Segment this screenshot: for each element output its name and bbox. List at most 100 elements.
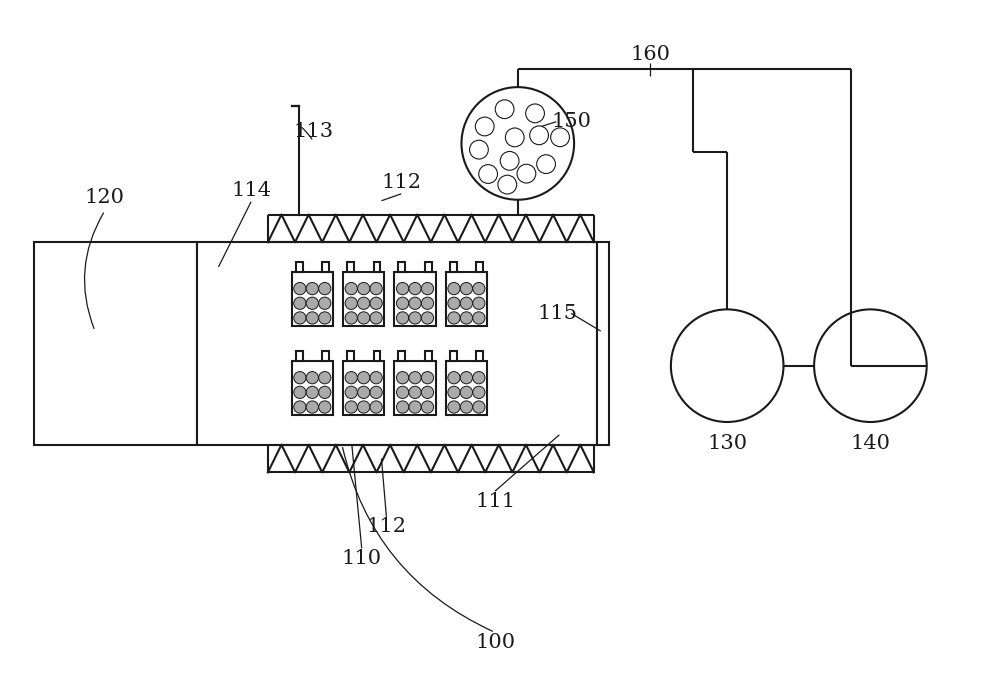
Circle shape: [370, 312, 382, 324]
Bar: [398, 262, 405, 272]
Circle shape: [421, 372, 434, 384]
Circle shape: [345, 297, 357, 309]
Bar: [425, 351, 432, 361]
Circle shape: [498, 175, 517, 194]
Circle shape: [396, 401, 409, 413]
Circle shape: [396, 297, 409, 309]
Circle shape: [370, 401, 382, 413]
Bar: [374, 262, 380, 272]
Circle shape: [421, 386, 434, 398]
Circle shape: [306, 312, 318, 324]
Text: 113: 113: [293, 122, 333, 141]
Circle shape: [409, 372, 421, 384]
Circle shape: [473, 312, 485, 324]
Circle shape: [294, 372, 306, 384]
Circle shape: [294, 312, 306, 324]
Text: 114: 114: [231, 181, 271, 200]
Text: 112: 112: [381, 174, 421, 193]
Circle shape: [421, 297, 434, 309]
Circle shape: [306, 297, 318, 309]
Circle shape: [319, 401, 331, 413]
Circle shape: [306, 372, 318, 384]
Circle shape: [370, 283, 382, 295]
Bar: [394, 272, 436, 326]
Text: 150: 150: [551, 112, 591, 131]
Circle shape: [460, 372, 473, 384]
Circle shape: [306, 386, 318, 398]
Text: 130: 130: [707, 434, 747, 454]
Circle shape: [319, 297, 331, 309]
Circle shape: [460, 401, 473, 413]
Circle shape: [671, 309, 783, 422]
Circle shape: [345, 372, 357, 384]
Circle shape: [396, 386, 409, 398]
Bar: [450, 262, 457, 272]
Bar: [425, 262, 432, 272]
Circle shape: [473, 386, 485, 398]
Circle shape: [460, 297, 473, 309]
Bar: [394, 361, 436, 415]
Circle shape: [473, 297, 485, 309]
Bar: [347, 351, 354, 361]
Circle shape: [345, 386, 357, 398]
Circle shape: [475, 117, 494, 136]
Circle shape: [396, 372, 409, 384]
Circle shape: [294, 297, 306, 309]
Circle shape: [421, 283, 434, 295]
Text: 110: 110: [342, 549, 382, 568]
Circle shape: [358, 283, 370, 295]
Bar: [322, 351, 329, 361]
Circle shape: [495, 100, 514, 118]
Circle shape: [319, 372, 331, 384]
Bar: [343, 361, 384, 415]
Circle shape: [358, 401, 370, 413]
Circle shape: [358, 386, 370, 398]
Bar: [296, 262, 303, 272]
Bar: [476, 262, 483, 272]
Circle shape: [409, 401, 421, 413]
Circle shape: [294, 283, 306, 295]
Circle shape: [345, 283, 357, 295]
Circle shape: [294, 401, 306, 413]
Circle shape: [370, 372, 382, 384]
Text: 160: 160: [630, 45, 670, 64]
Circle shape: [396, 312, 409, 324]
Circle shape: [530, 126, 548, 144]
Circle shape: [479, 165, 498, 183]
Bar: [446, 272, 487, 326]
Bar: [34, 242, 197, 445]
Bar: [374, 351, 380, 361]
Bar: [476, 351, 483, 361]
Text: 111: 111: [475, 492, 515, 511]
Circle shape: [448, 283, 460, 295]
Bar: [450, 351, 457, 361]
Circle shape: [409, 386, 421, 398]
Circle shape: [448, 297, 460, 309]
Circle shape: [370, 297, 382, 309]
Circle shape: [460, 386, 473, 398]
Circle shape: [500, 151, 519, 170]
Bar: [347, 262, 354, 272]
Circle shape: [448, 312, 460, 324]
Circle shape: [517, 164, 536, 183]
Bar: [398, 351, 405, 361]
Circle shape: [358, 297, 370, 309]
Circle shape: [421, 401, 434, 413]
Circle shape: [448, 372, 460, 384]
Circle shape: [448, 401, 460, 413]
Text: 120: 120: [85, 188, 125, 207]
Circle shape: [473, 372, 485, 384]
Circle shape: [448, 386, 460, 398]
Circle shape: [505, 128, 524, 147]
Circle shape: [409, 283, 421, 295]
Circle shape: [358, 312, 370, 324]
Circle shape: [473, 283, 485, 295]
Text: 112: 112: [366, 517, 406, 536]
Text: 140: 140: [850, 434, 890, 454]
Circle shape: [294, 386, 306, 398]
Circle shape: [396, 283, 409, 295]
Circle shape: [319, 312, 331, 324]
Circle shape: [551, 128, 569, 146]
Bar: [322, 262, 329, 272]
Circle shape: [345, 401, 357, 413]
